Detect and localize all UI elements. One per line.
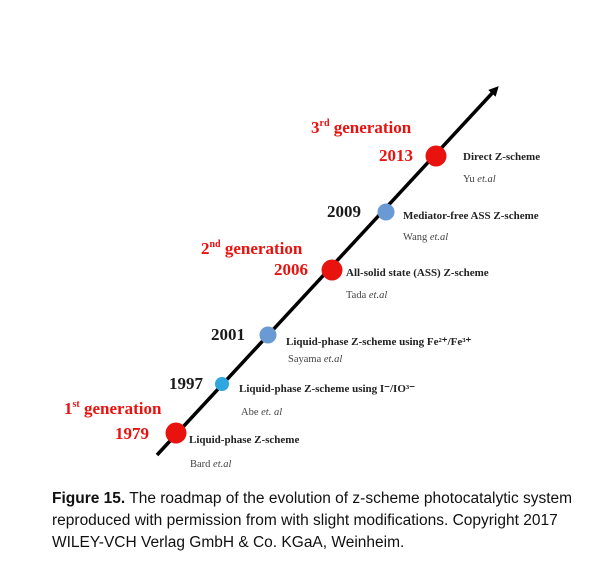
- milestone-author-2009: Wang et.al: [403, 232, 448, 243]
- milestone-marker-2013: [425, 145, 447, 167]
- milestone-author-1979: Bard et.al: [190, 459, 231, 470]
- generation-label-1: 1st generation: [64, 399, 162, 418]
- milestone-title-2001: Liquid-phase Z-scheme using Fe²⁺/Fe³⁺: [286, 336, 472, 348]
- milestone-author-2006: Tada et.al: [346, 290, 387, 301]
- z-scheme-roadmap-diagram: 1st generation 2nd generation 3rd genera…: [64, 86, 540, 470]
- generation-label-3: 3rd generation: [311, 118, 412, 137]
- figure-caption: Figure 15. The roadmap of the evolution …: [52, 488, 587, 554]
- milestone-marker-1979: [165, 422, 187, 444]
- milestone-title-2009: Mediator-free ASS Z-scheme: [403, 210, 539, 222]
- milestone-title-2006: All-solid state (ASS) Z-scheme: [346, 267, 489, 279]
- figure-caption-label: Figure 15.: [52, 490, 126, 507]
- milestone-author-1997: Abe et. al: [241, 407, 282, 418]
- year-2001: 2001: [211, 325, 245, 344]
- generation-label-2: 2nd generation: [201, 239, 303, 258]
- year-2006: 2006: [274, 260, 308, 279]
- milestone-marker-1997: [215, 377, 229, 391]
- year-2009: 2009: [327, 202, 361, 221]
- milestone-title-1997: Liquid-phase Z-scheme using I⁻/IO³⁻: [239, 383, 415, 395]
- figure-caption-text: The roadmap of the evolution of z-scheme…: [52, 490, 573, 551]
- year-2013: 2013: [379, 146, 413, 165]
- milestone-marker-2001: [259, 326, 277, 344]
- milestone-title-2013: Direct Z-scheme: [463, 151, 540, 163]
- year-1979: 1979: [115, 424, 149, 443]
- milestone-marker-2006: [321, 259, 343, 281]
- milestone-title-1979: Liquid-phase Z-scheme: [189, 434, 299, 446]
- milestone-author-2001: Sayama et.al: [288, 354, 342, 365]
- milestone-marker-2009: [377, 203, 395, 221]
- year-1997: 1997: [169, 374, 204, 393]
- milestone-author-2013: Yu et.al: [463, 174, 496, 185]
